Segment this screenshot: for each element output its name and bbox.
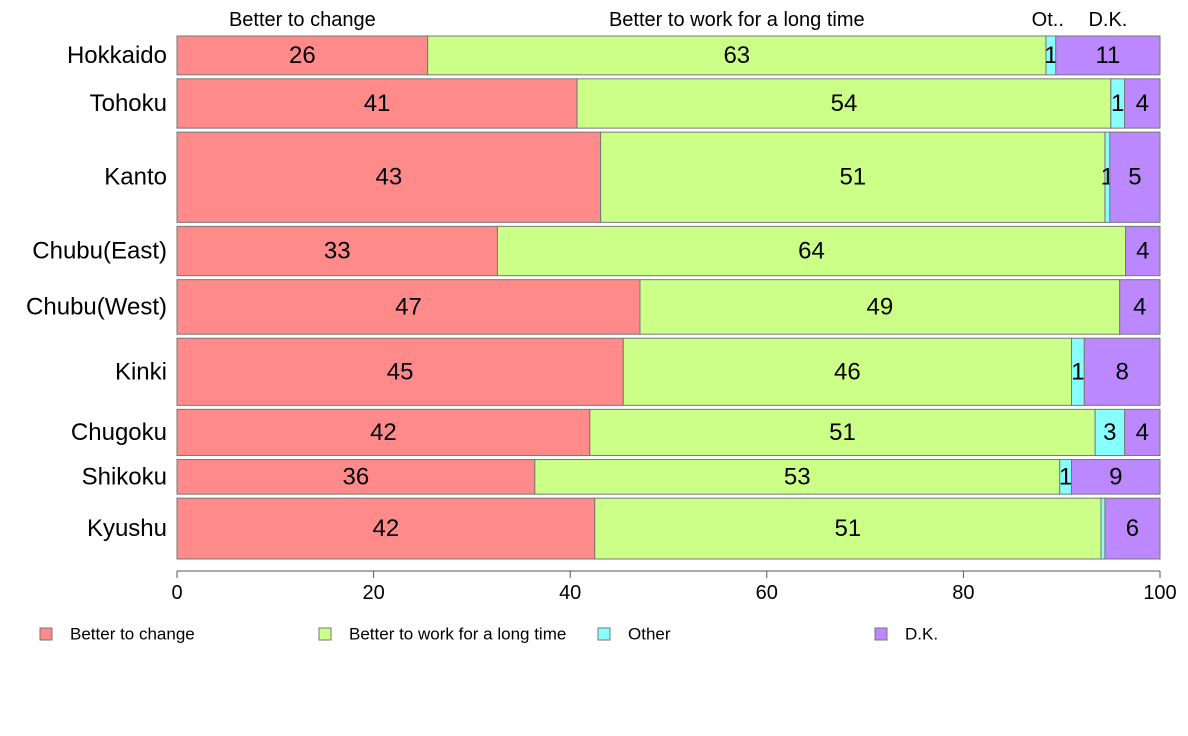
tick-label: 80 bbox=[952, 582, 974, 604]
data-label: 9 bbox=[1109, 463, 1122, 490]
row-label: Kanto bbox=[104, 164, 167, 191]
column-header: Better to work for a long time bbox=[609, 9, 865, 31]
bar-segment bbox=[176, 225, 498, 277]
bar-segment bbox=[176, 131, 602, 223]
column-header: D.K. bbox=[1088, 9, 1127, 31]
legend-swatch bbox=[318, 627, 332, 641]
bar-segment bbox=[176, 279, 641, 335]
x-axis: 0 20 40 60 80 100 bbox=[171, 570, 1177, 604]
bar-segment bbox=[176, 337, 624, 406]
bar-segment bbox=[496, 225, 1127, 277]
row-label: Shikoku bbox=[82, 463, 167, 490]
bar-segment bbox=[576, 78, 1112, 129]
data-label: 6 bbox=[1126, 515, 1139, 542]
data-label: 41 bbox=[364, 90, 391, 117]
legend-label: Better to work for a long time bbox=[349, 625, 566, 644]
data-label: 11 bbox=[1095, 42, 1120, 69]
row-label: Chubu(East) bbox=[32, 238, 167, 265]
bar-segment bbox=[1100, 497, 1106, 560]
row-label: Chugoku bbox=[71, 419, 167, 446]
legend-label: Better to change bbox=[70, 625, 195, 644]
bar-segment bbox=[176, 408, 591, 457]
bar-segment bbox=[1109, 131, 1161, 223]
data-label: 51 bbox=[829, 419, 856, 446]
data-label: 4 bbox=[1136, 419, 1149, 446]
legend-swatch bbox=[874, 627, 888, 641]
bar-segment bbox=[639, 279, 1121, 335]
data-label: 42 bbox=[373, 515, 400, 542]
bar-segment bbox=[1124, 78, 1161, 129]
data-label: 4 bbox=[1133, 293, 1146, 320]
data-label: 4 bbox=[1136, 238, 1149, 265]
legend-label: D.K. bbox=[905, 625, 938, 644]
data-label: 45 bbox=[387, 358, 414, 385]
bar-segment bbox=[1104, 497, 1161, 560]
bar-segment bbox=[176, 35, 429, 76]
row-label: Chubu(West) bbox=[26, 293, 167, 320]
tick-label: 0 bbox=[171, 582, 182, 604]
data-label: 1 bbox=[1111, 90, 1124, 117]
data-label: 4 bbox=[1136, 90, 1149, 117]
bar-segment bbox=[176, 78, 578, 129]
row-label: Kinki bbox=[115, 358, 167, 385]
row-label: Hokkaido bbox=[67, 42, 167, 69]
row-labels: Hokkaido Tohoku Kanto Chubu(East) Chubu(West… bbox=[26, 42, 167, 542]
data-label: 1 bbox=[1044, 42, 1057, 69]
data-label: 8 bbox=[1115, 358, 1128, 385]
data-label: 49 bbox=[866, 293, 893, 320]
bar-segment bbox=[1125, 225, 1161, 277]
data-label: 26 bbox=[289, 42, 316, 69]
bar-segment bbox=[427, 35, 1047, 76]
data-label: 46 bbox=[834, 358, 861, 385]
data-label: 1 bbox=[1071, 358, 1084, 385]
bar-segment bbox=[1083, 337, 1161, 406]
legend-swatch bbox=[597, 627, 611, 641]
legend: Better to change Better to work for a lon… bbox=[39, 625, 938, 644]
data-label: 51 bbox=[839, 164, 866, 191]
bar-segment bbox=[589, 408, 1096, 457]
column-headers: Better to change Better to work for a lon… bbox=[229, 9, 1127, 31]
data-label: 51 bbox=[835, 515, 862, 542]
data-label: 5 bbox=[1128, 164, 1141, 191]
data-label: 36 bbox=[343, 463, 370, 490]
bar-segment bbox=[1071, 459, 1161, 495]
bar-segment bbox=[594, 497, 1102, 560]
data-label: 63 bbox=[723, 42, 750, 69]
bar-segment bbox=[600, 131, 1106, 223]
bar-segment bbox=[1124, 408, 1161, 457]
data-label: 42 bbox=[370, 419, 397, 446]
legend-label: Other bbox=[628, 625, 671, 644]
data-label: 33 bbox=[324, 238, 351, 265]
data-label: 64 bbox=[798, 238, 825, 265]
bar-segment bbox=[622, 337, 1073, 406]
column-header: Ot.. bbox=[1032, 9, 1064, 31]
data-label: 54 bbox=[831, 90, 858, 117]
data-label: 43 bbox=[375, 164, 402, 191]
bar-segment bbox=[176, 459, 536, 495]
tick-label: 60 bbox=[756, 582, 778, 604]
bar-segment bbox=[1055, 35, 1161, 76]
data-label: 3 bbox=[1103, 419, 1116, 446]
bar-segment bbox=[176, 497, 596, 560]
bar-segment bbox=[1119, 279, 1161, 335]
data-label: 53 bbox=[784, 463, 811, 490]
column-header: Better to change bbox=[229, 9, 376, 31]
legend-swatch bbox=[39, 627, 53, 641]
row-label: Tohoku bbox=[90, 90, 167, 117]
data-label: 1 bbox=[1059, 463, 1072, 490]
tick-label: 40 bbox=[559, 582, 581, 604]
row-label: Kyushu bbox=[87, 515, 167, 542]
bar-segment bbox=[534, 459, 1061, 495]
tick-label: 100 bbox=[1143, 582, 1176, 604]
data-label: 47 bbox=[395, 293, 422, 320]
tick-label: 20 bbox=[362, 582, 384, 604]
